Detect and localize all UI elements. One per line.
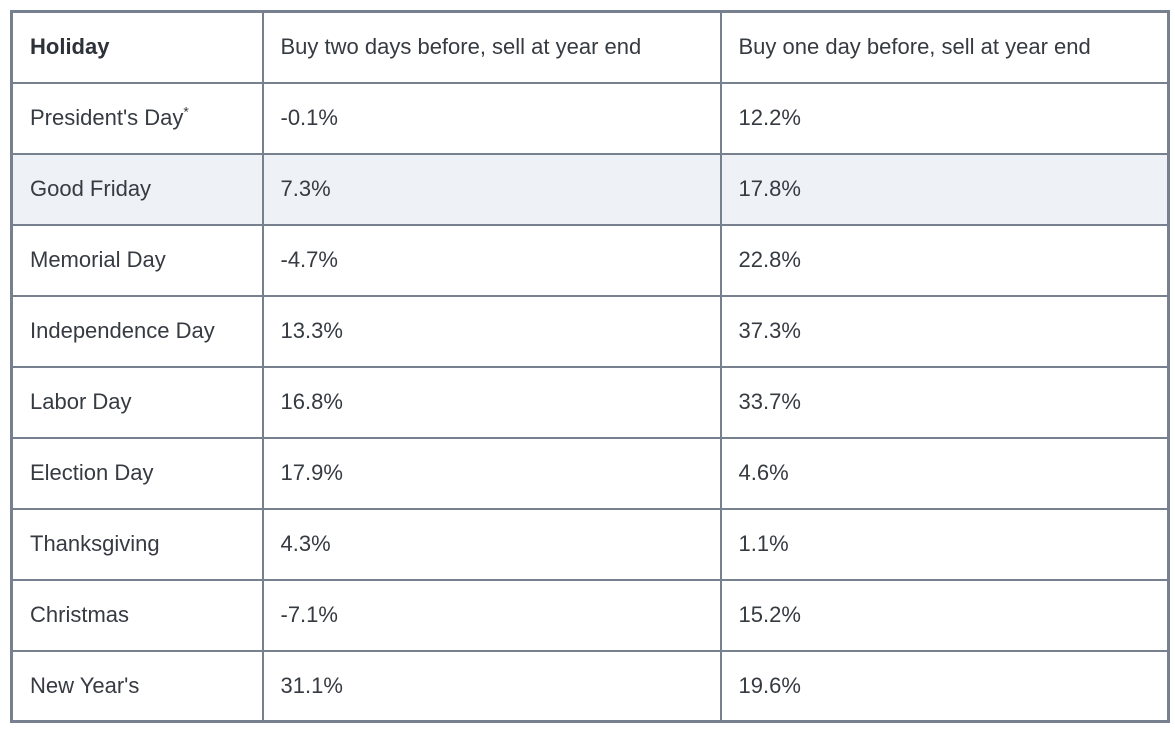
table-body: President's Day* -0.1% 12.2% Good Friday… [10,81,1170,723]
one-day-cell: 19.6% [719,649,1170,723]
holiday-cell: Independence Day [10,294,264,368]
two-days-cell: -7.1% [261,578,722,652]
header-row: Holiday Buy two days before, sell at yea… [10,10,1170,84]
one-day-cell: 33.7% [719,365,1170,439]
row-good-friday: Good Friday 7.3% 17.8% [10,152,1170,226]
row-christmas: Christmas -7.1% 15.2% [10,578,1170,652]
row-election-day: Election Day 17.9% 4.6% [10,436,1170,510]
row-independence-day: Independence Day 13.3% 37.3% [10,294,1170,368]
holiday-cell: Labor Day [10,365,264,439]
two-days-cell: -4.7% [261,223,722,297]
one-day-cell: 15.2% [719,578,1170,652]
two-days-cell: 13.3% [261,294,722,368]
footnote-marker: * [183,103,189,120]
one-day-cell: 17.8% [719,152,1170,226]
column-header-two-days: Buy two days before, sell at year end [261,10,722,84]
row-labor-day: Labor Day 16.8% 33.7% [10,365,1170,439]
column-header-holiday: Holiday [10,10,264,84]
holiday-label: President's Day [30,104,184,130]
one-day-cell: 37.3% [719,294,1170,368]
two-days-cell: 31.1% [261,649,722,723]
holiday-cell: Good Friday [10,152,264,226]
one-day-cell: 1.1% [719,507,1170,581]
holiday-cell: New Year's [10,649,264,723]
holiday-cell: Memorial Day [10,223,264,297]
one-day-cell: 12.2% [719,81,1170,155]
row-presidents-day: President's Day* -0.1% 12.2% [10,81,1170,155]
one-day-cell: 22.8% [719,223,1170,297]
one-day-cell: 4.6% [719,436,1170,510]
row-memorial-day: Memorial Day -4.7% 22.8% [10,223,1170,297]
column-header-one-day: Buy one day before, sell at year end [719,10,1170,84]
row-new-years: New Year's 31.1% 19.6% [10,649,1170,723]
two-days-cell: 17.9% [261,436,722,510]
holiday-cell: Christmas [10,578,264,652]
row-thanksgiving: Thanksgiving 4.3% 1.1% [10,507,1170,581]
holiday-cell: Election Day [10,436,264,510]
two-days-cell: -0.1% [261,81,722,155]
holiday-cell: Thanksgiving [10,507,264,581]
holiday-cell: President's Day* [10,81,264,155]
two-days-cell: 7.3% [261,152,722,226]
two-days-cell: 16.8% [261,365,722,439]
holiday-returns-table: Holiday Buy two days before, sell at yea… [10,10,1170,723]
two-days-cell: 4.3% [261,507,722,581]
